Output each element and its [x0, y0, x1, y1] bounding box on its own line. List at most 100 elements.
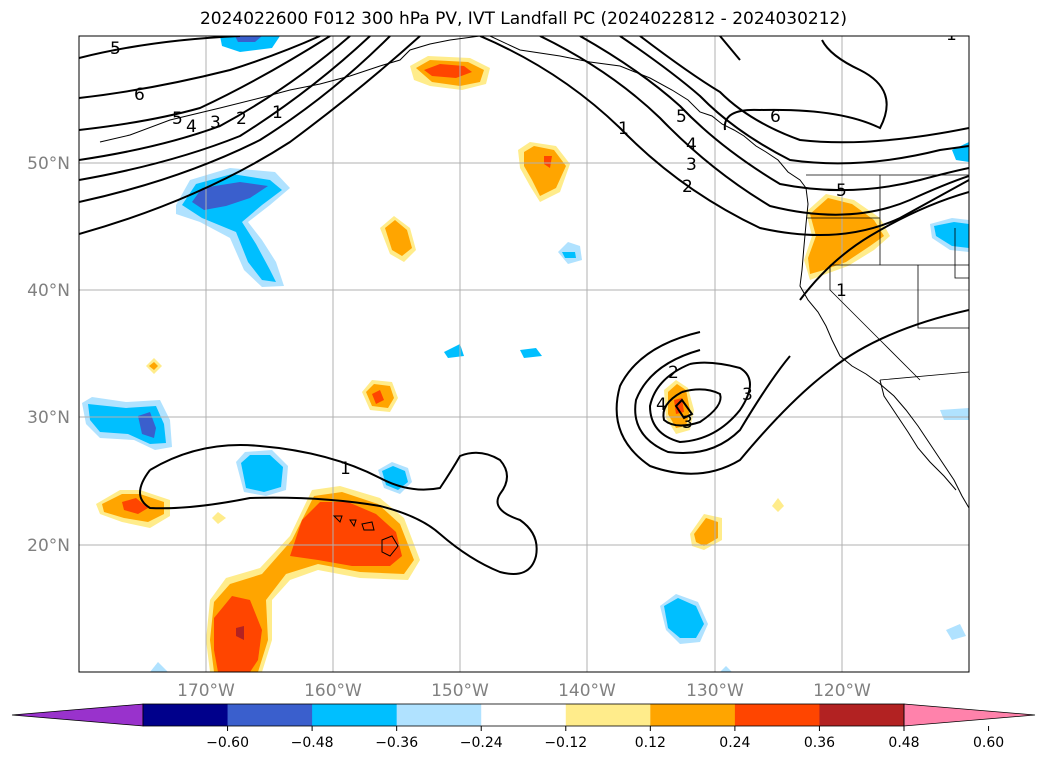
pv-negative-region: [241, 455, 283, 492]
ivt-contour: [579, 36, 969, 192]
lat-label: 50°N: [27, 154, 70, 174]
colorbar-tick-label: 0.24: [719, 735, 750, 751]
ivt-contour: [719, 36, 741, 61]
lat-label: 20°N: [27, 536, 70, 556]
colorbar-extend-low: [11, 703, 144, 727]
ivt-contours: [79, 36, 969, 575]
map-title: 2024022600 F012 300 hPa PV, IVT Landfall…: [199, 9, 847, 29]
pv-negative-core: [235, 36, 262, 42]
baja-coastline: [879, 379, 957, 491]
lon-label: 120°W: [813, 681, 871, 701]
hawaii-island: [361, 521, 375, 531]
lon-label: 130°W: [686, 681, 744, 701]
pv-negative-region: [940, 408, 969, 420]
contour-label: 5: [676, 107, 687, 127]
pv-positive-region: [149, 362, 158, 370]
lon-label: 140°W: [558, 681, 616, 701]
alaska-coastline: [99, 36, 481, 143]
lat-labels: 50°N 40°N 30°N 20°N: [27, 154, 70, 556]
alaska-coastline: [489, 36, 807, 189]
ivt-contour: [79, 36, 331, 131]
hawaii-island: [332, 515, 343, 523]
lat-label: 30°N: [27, 408, 70, 428]
colorbar-tick-label: 0.48: [888, 735, 919, 751]
ivt-contour: [79, 36, 351, 161]
colorbar-tick-label: −0.48: [291, 735, 334, 751]
colorbar: −0.60 −0.48 −0.36 −0.24 −0.12 0.12 0.24 0.36 0.4…: [11, 703, 1036, 751]
pv-negative-region: [934, 222, 969, 248]
lon-labels: 170°W 160°W 150°W 140°W 130°W 120°W: [177, 681, 871, 701]
pv-positive-region: [772, 498, 784, 512]
pv-negative-region: [444, 344, 464, 358]
lon-label: 170°W: [177, 681, 235, 701]
colorbar-tick-label: −0.12: [544, 735, 587, 751]
contour-label: 2: [668, 363, 679, 383]
colorbar-frame: [142, 703, 905, 727]
pv-positive-region: [524, 146, 566, 196]
state-border: [954, 228, 969, 279]
colorbar-segment: [734, 704, 820, 726]
contour-label: 1: [618, 119, 629, 139]
ivt-contour: [539, 36, 969, 216]
coastlines: [99, 36, 969, 557]
pv-negative-core: [192, 182, 268, 210]
ivt-contour: [139, 444, 538, 575]
pv-negative-core: [138, 412, 156, 438]
ivt-contour: [634, 349, 791, 455]
colorbar-tick-label: −0.24: [460, 735, 503, 751]
pv-negative-region: [720, 666, 732, 672]
state-border: [829, 265, 921, 381]
north-america-coastline: [799, 187, 969, 509]
ivt-contour: [615, 309, 969, 475]
contour-label: 6: [770, 107, 781, 127]
colorbar-extend-high: [903, 703, 1036, 727]
ivt-contour: [639, 36, 969, 144]
pv-negative-region: [220, 36, 280, 52]
contour-label: 2: [682, 177, 693, 197]
pv-negative-region: [382, 466, 408, 490]
ivt-contour: [799, 191, 969, 301]
colorbar-tick-label: −0.36: [375, 735, 418, 751]
pv-positive-region: [212, 512, 226, 524]
ivt-contour: [79, 36, 391, 203]
contour-label: 3: [742, 385, 753, 405]
colorbar-tick-label: 0.60: [973, 735, 1004, 751]
ivt-contour: [79, 36, 321, 99]
contour-labels: 5 6 5 4 3 2 1 1 2 3 4 5 6 5 1 1 2 3 4 3 …: [110, 25, 957, 479]
colorbar-segment: [312, 704, 398, 726]
hawaii-island: [349, 519, 357, 528]
ivt-contour: [662, 388, 722, 427]
pv-negative-region: [150, 662, 168, 672]
hawaii-island: [381, 535, 399, 557]
pv-positive-core: [544, 156, 552, 168]
pv-negative-region: [664, 598, 704, 638]
pv-negative-region: [562, 252, 576, 258]
contour-label: 1: [836, 281, 847, 301]
colorbar-segment: [396, 704, 482, 726]
pv-positive-region: [385, 220, 412, 256]
contour-label: 5: [110, 39, 121, 59]
pv-positive-core: [122, 498, 148, 514]
ivt-contour: [479, 36, 969, 237]
colorbar-tick-label: 0.12: [635, 735, 666, 751]
ivt-contour: [79, 36, 241, 59]
colorbar-segment: [143, 704, 229, 726]
contour-label: 4: [656, 395, 667, 415]
contour-label: 2: [236, 109, 247, 129]
colorbar-segment: [819, 704, 905, 726]
mexico-border: [879, 371, 969, 381]
contour-label: 4: [186, 117, 197, 137]
contour-label: 4: [686, 135, 697, 155]
pv-negative-region: [946, 624, 966, 640]
contour-label: 1: [946, 25, 957, 45]
colorbar-tick-label: 0.36: [804, 735, 835, 751]
ivt-contour: [619, 36, 969, 165]
contour-label: 3: [686, 155, 697, 175]
lon-label: 160°W: [304, 681, 362, 701]
ivt-contour: [674, 398, 694, 420]
ivt-contour: [723, 39, 888, 131]
state-border: [917, 265, 969, 329]
lat-label: 40°N: [27, 281, 70, 301]
pv-positive-core: [290, 502, 402, 566]
